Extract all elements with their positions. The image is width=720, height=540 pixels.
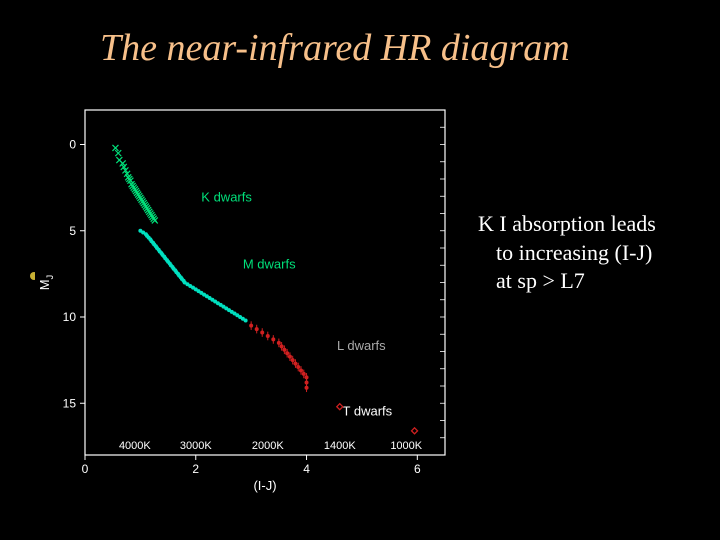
scatter-point — [296, 365, 300, 369]
group-label: L dwarfs — [337, 338, 386, 353]
group-label: T dwarfs — [343, 403, 393, 418]
temperature-label: 1400K — [324, 440, 356, 452]
scatter-point — [277, 341, 281, 345]
scatter-point — [285, 351, 289, 355]
annotation-text: K I absorption leads to increasing (I-J)… — [478, 210, 656, 296]
y-axis-label: MJ — [37, 275, 55, 290]
y-tick-label: 15 — [63, 396, 77, 410]
scatter-point — [271, 337, 275, 341]
scatter-point — [288, 355, 292, 359]
group-label: K dwarfs — [201, 189, 252, 204]
x-axis-label: (I-J) — [253, 478, 276, 493]
scatter-point — [280, 344, 284, 348]
annotation-line-1: K I absorption leads — [478, 210, 656, 239]
annotation-line-3: at sp > L7 — [478, 267, 656, 296]
temperature-label: 3000K — [180, 440, 212, 452]
x-tick-label: 4 — [303, 462, 310, 476]
scatter-point — [282, 348, 286, 352]
temperature-label: 2000K — [252, 440, 284, 452]
temperature-label: 1000K — [390, 440, 422, 452]
y-tick-label: 0 — [69, 138, 76, 152]
y-tick-label: 5 — [69, 224, 76, 238]
scatter-point — [255, 327, 259, 331]
x-tick-label: 0 — [82, 462, 89, 476]
group-label: M dwarfs — [243, 257, 296, 272]
scatter-point — [293, 362, 297, 366]
x-tick-label: 6 — [414, 462, 421, 476]
slide-title: The near-infrared HR diagram — [100, 26, 570, 70]
scatter-point — [299, 368, 303, 372]
scatter-point — [291, 358, 295, 362]
scatter-point — [244, 318, 248, 322]
annotation-line-2: to increasing (I-J) — [478, 239, 656, 268]
y-tick-label: 10 — [63, 310, 77, 324]
scatter-point — [266, 334, 270, 338]
scatter-point — [302, 372, 306, 376]
x-tick-label: 2 — [192, 462, 199, 476]
temperature-label: 4000K — [119, 440, 151, 452]
scatter-point — [412, 428, 418, 434]
scatter-point — [249, 324, 253, 328]
scatter-point — [305, 386, 309, 390]
hr-diagram-chart: 0 5 10 15 0 2 4 6 (I-J) MJ 4000K 3000K 2000K 1400K 100… — [35, 100, 455, 510]
scatter-point — [260, 331, 264, 335]
